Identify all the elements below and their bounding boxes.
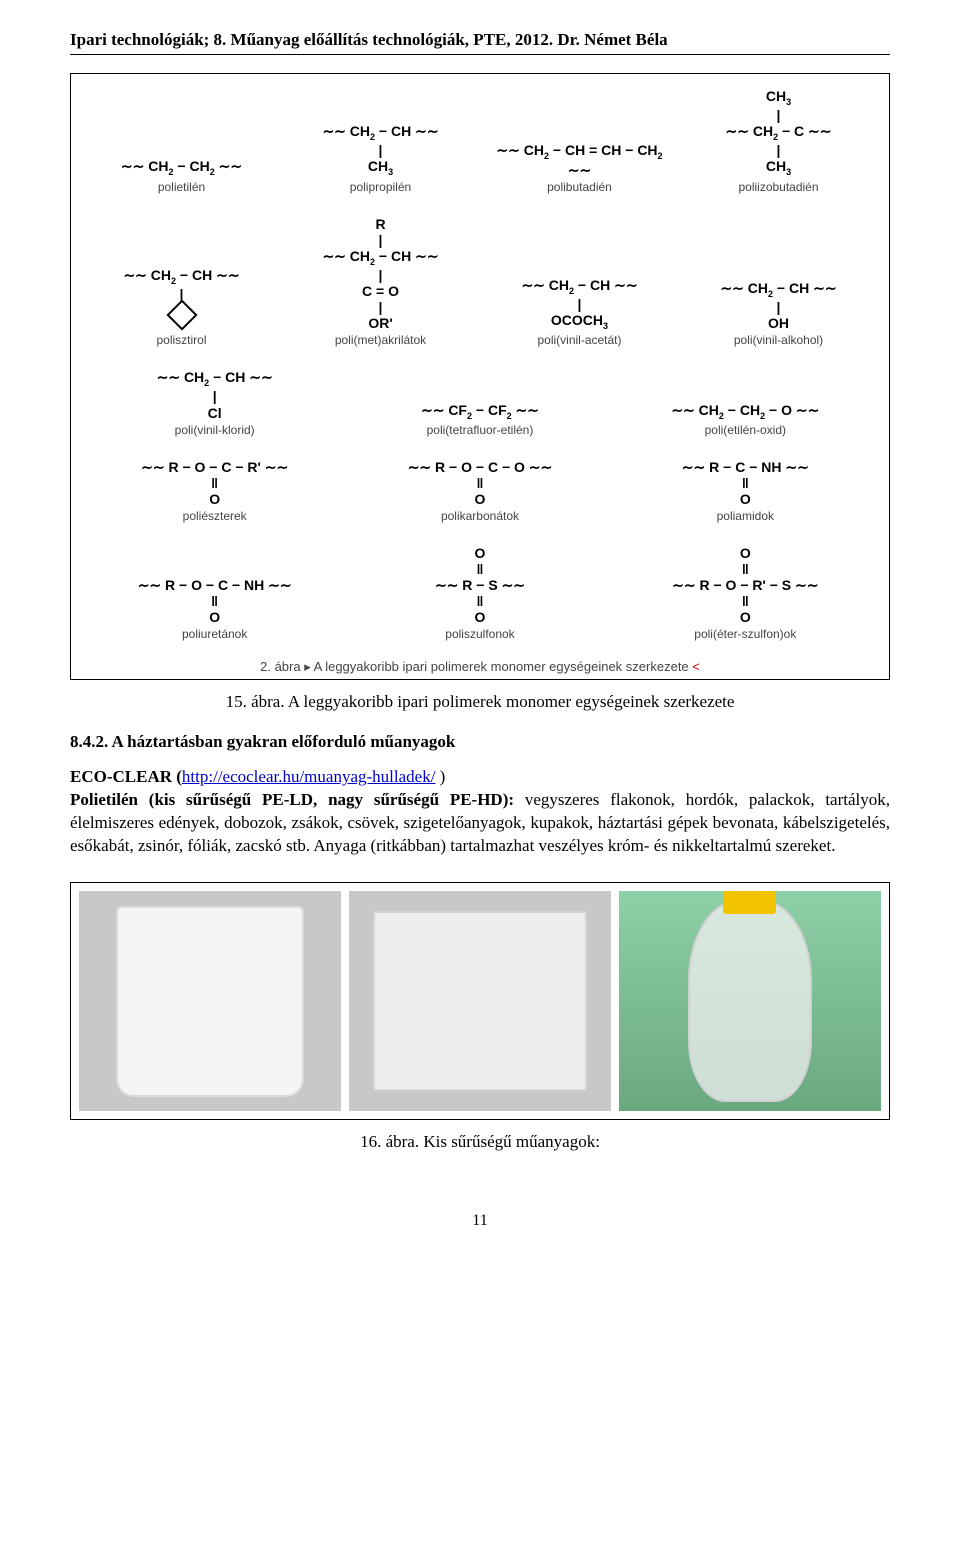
chem-formula: ∼∼ R − O − C − NH ∼∼‖O <box>138 577 292 625</box>
photo-plastic-bag <box>79 891 341 1111</box>
chem-item: O‖∼∼ R − S ∼∼‖O poliszulfonok <box>356 545 603 641</box>
chem-formula: CH3|∼∼ CH2 − C ∼∼|CH3 <box>725 88 831 178</box>
paragraph-bold-lead: Polietilén (kis sűrűségű PE-LD, nagy sűr… <box>70 790 514 809</box>
chem-item: ∼∼ CH2 − CH ∼∼|OCOCH3 poli(vinil-acetát) <box>489 277 670 347</box>
chem-item: R|∼∼ CH2 − CH ∼∼|C = O|OR'poli(met)akril… <box>290 216 471 348</box>
chem-row: ∼∼ CH2 − CH ∼∼| polisztirol R|∼∼ CH2 − CH … <box>91 216 869 348</box>
chem-formula: ∼∼ CF2 − CF2 ∼∼ <box>421 402 539 421</box>
chem-label: polisztirol <box>156 333 206 347</box>
chem-formula: ∼∼ CH2 − CH ∼∼|OCOCH3 <box>521 277 637 331</box>
chem-label: poli(tetrafluor-etilén) <box>427 423 534 437</box>
chem-row: ∼∼ R − O − C − NH ∼∼‖O poliuretánok O‖∼∼ R… <box>91 545 869 641</box>
chem-label: poliamidok <box>717 509 774 523</box>
chemical-structures-figure: ∼∼ CH2 − CH2 ∼∼ polietilén ∼∼ CH2 − CH ∼∼|… <box>70 73 890 680</box>
internal-caption-text: 2. ábra ▸ A leggyakoribb ipari polimerek… <box>260 659 692 674</box>
page-number: 11 <box>70 1212 890 1230</box>
chem-label: polipropilén <box>350 180 411 194</box>
chem-row: ∼∼ R − O − C − R' ∼∼‖Opoliészterek∼∼ R −… <box>91 459 869 523</box>
chem-label: poli(met)akrilátok <box>335 333 426 347</box>
header-rule <box>70 54 890 55</box>
chem-formula: ∼∼ CH2 − CH2 − O ∼∼ <box>671 402 819 421</box>
chem-item: ∼∼ R − O − C − R' ∼∼‖O poliészterek <box>91 459 338 523</box>
chem-item: ∼∼ CH2 − CH ∼∼|Cl poli(vinil-klorid) <box>91 369 338 436</box>
chem-label: poli(vinil-acetát) <box>537 333 621 347</box>
chem-label: polikarbonátok <box>441 509 519 523</box>
photo-plastic-bottle <box>619 891 881 1111</box>
figure-15-caption: 15. ábra. A leggyakoribb ipari polimerek… <box>70 692 890 712</box>
chem-item: CH3|∼∼ CH2 − C ∼∼|CH3 poliizobutadién <box>688 88 869 194</box>
eco-closing: ) <box>435 767 445 786</box>
page-header: Ipari technológiák; 8. Műanyag előállítá… <box>70 30 890 50</box>
chem-formula: ∼∼ R − C − NH ∼∼‖O <box>682 459 809 507</box>
chem-label: poliuretánok <box>182 627 247 641</box>
chem-label: poli(etilén-oxid) <box>705 423 786 437</box>
chem-formula: ∼∼ R − O − C − R' ∼∼‖O <box>141 459 288 507</box>
chem-formula: ∼∼ R − O − C − O ∼∼‖O <box>408 459 553 507</box>
chem-item: ∼∼ CH2 − CH2 ∼∼ polietilén <box>91 158 272 193</box>
photo-plastic-sheet <box>349 891 611 1111</box>
chem-item: ∼∼ CH2 − CH = CH − CH2 ∼∼ polibutadién <box>489 142 670 193</box>
chem-row: ∼∼ CH2 − CH2 ∼∼ polietilén ∼∼ CH2 − CH ∼∼|… <box>91 88 869 194</box>
figure-16-caption: 16. ábra. Kis sűrűségű műanyagok: <box>70 1132 890 1152</box>
photo-row <box>70 882 890 1120</box>
internal-figure-caption: 2. ábra ▸ A leggyakoribb ipari polimerek… <box>81 659 879 675</box>
chem-item: ∼∼ CF2 − CF2 ∼∼ poli(tetrafluor-etilén) <box>356 402 603 437</box>
eco-label: ECO-CLEAR ( <box>70 767 182 786</box>
chem-formula: R|∼∼ CH2 − CH ∼∼|C = O|OR' <box>322 216 438 332</box>
section-heading: 8.4.2. A háztartásban gyakran előforduló… <box>70 732 890 752</box>
chem-item: ∼∼ R − O − C − NH ∼∼‖O poliuretánok <box>91 577 338 641</box>
body-paragraph: ECO-CLEAR (http://ecoclear.hu/muanyag-hu… <box>70 766 890 858</box>
chem-formula: ∼∼ CH2 − CH = CH − CH2 ∼∼ <box>489 142 670 177</box>
chem-item: ∼∼ CH2 − CH2 − O ∼∼ poli(etilén-oxid) <box>622 402 869 437</box>
chem-item: ∼∼ CH2 − CH ∼∼|CH3 polipropilén <box>290 123 471 193</box>
chem-item: O‖∼∼ R − O − R' − S ∼∼‖O poli(éter-szulfo… <box>622 545 869 641</box>
chem-label: polibutadién <box>547 180 612 194</box>
chem-label: poliizobutadién <box>738 180 818 194</box>
chem-formula: ∼∼ CH2 − CH ∼∼|OH <box>720 280 836 331</box>
chem-row: ∼∼ CH2 − CH ∼∼|Cl poli(vinil-klorid) ∼∼ CF… <box>91 369 869 436</box>
chem-item: ∼∼ CH2 − CH ∼∼| polisztirol <box>91 267 272 347</box>
chem-formula: ∼∼ CH2 − CH ∼∼| <box>123 267 239 331</box>
chem-formula: ∼∼ CH2 − CH2 ∼∼ <box>121 158 242 177</box>
chem-label: poliszulfonok <box>445 627 514 641</box>
chem-formula: O‖∼∼ R − O − R' − S ∼∼‖O <box>672 545 818 625</box>
chem-label: poli(éter-szulfon)ok <box>694 627 796 641</box>
chem-formula: ∼∼ CH2 − CH ∼∼|CH3 <box>322 123 438 177</box>
chem-item: ∼∼ R − O − C − O ∼∼‖O polikarbonátok <box>356 459 603 523</box>
chem-label: poli(vinil-klorid) <box>175 423 255 437</box>
chem-formula: ∼∼ CH2 − CH ∼∼|Cl <box>157 369 273 420</box>
chem-label: poli(vinil-alkohol) <box>734 333 823 347</box>
eco-link[interactable]: http://ecoclear.hu/muanyag-hulladek/ <box>182 767 436 786</box>
internal-caption-marker: < <box>692 659 700 674</box>
chem-label: poliészterek <box>183 509 247 523</box>
chem-formula: O‖∼∼ R − S ∼∼‖O <box>435 545 525 625</box>
chem-label: polietilén <box>158 180 205 194</box>
chem-item: ∼∼ CH2 − CH ∼∼|OH poli(vinil-alkohol) <box>688 280 869 347</box>
chem-item: ∼∼ R − C − NH ∼∼‖O poliamidok <box>622 459 869 523</box>
